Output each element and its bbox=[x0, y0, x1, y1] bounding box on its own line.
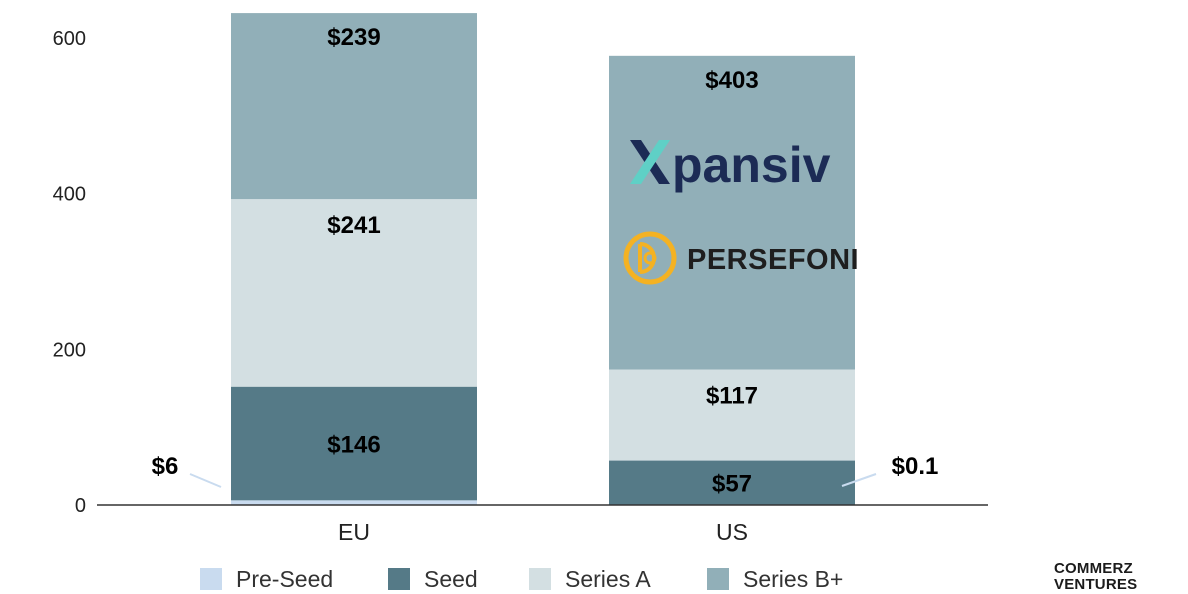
data-label-us-series-a: $117 bbox=[706, 382, 758, 409]
y-tick-label-200: 200 bbox=[53, 339, 86, 361]
legend-swatch-series-a bbox=[529, 568, 551, 590]
commerz-ventures-logo: COMMERZ VENTURES bbox=[1054, 561, 1154, 593]
y-tick-label-400: 400 bbox=[53, 184, 86, 206]
brand-line-2: VENTURES bbox=[1054, 576, 1138, 593]
legend-label-pre-seed: Pre-Seed bbox=[236, 566, 333, 592]
persefoni-logo-text: PERSEFONI bbox=[687, 244, 859, 276]
x-mark-icon bbox=[630, 140, 670, 184]
leader-line-us-pre-seed bbox=[841, 473, 877, 487]
legend-swatch-seed bbox=[388, 568, 410, 590]
spiral-core bbox=[643, 251, 657, 265]
bar-eu-series-b- bbox=[231, 13, 477, 200]
bars-group bbox=[231, 13, 855, 505]
y-axis: 0 200 400 600 bbox=[53, 28, 86, 517]
data-label-us-series-b-: $403 bbox=[705, 67, 758, 94]
legend: Pre-Seed Seed Series A Series B+ bbox=[200, 566, 843, 592]
persefoni-spiral-icon bbox=[623, 231, 677, 285]
xpansiv-logo-text: pansiv bbox=[672, 137, 831, 193]
legend-swatch-pre-seed bbox=[200, 568, 222, 590]
legend-label-seed: Seed bbox=[424, 566, 478, 592]
y-tick-label-0: 0 bbox=[75, 495, 86, 517]
x-axis-category-labels: EU US bbox=[338, 519, 748, 545]
leader-line-eu-pre-seed bbox=[189, 473, 222, 488]
bar-eu-pre-seed bbox=[231, 500, 477, 505]
x-mark-stroke-b bbox=[630, 140, 670, 184]
bar-us-seed bbox=[609, 460, 855, 505]
x-category-label-us: US bbox=[716, 519, 748, 545]
legend-swatch-series-b- bbox=[707, 568, 729, 590]
bar-eu-seed bbox=[231, 386, 477, 501]
data-label-us-seed: $57 bbox=[712, 471, 752, 498]
data-label-eu-series-a: $241 bbox=[327, 212, 380, 239]
persefoni-logo: PERSEFONI bbox=[623, 231, 859, 285]
legend-label-series-a: Series A bbox=[565, 566, 651, 592]
data-label-eu-pre-seed: $6 bbox=[152, 453, 179, 480]
xpansiv-logo: pansiv bbox=[630, 137, 831, 193]
leader-lines bbox=[189, 473, 877, 488]
y-tick-label-600: 600 bbox=[53, 28, 86, 50]
data-label-eu-series-b-: $239 bbox=[327, 24, 380, 51]
spiral-ring-outer bbox=[623, 231, 677, 285]
bar-eu-series-a bbox=[231, 199, 477, 387]
legend-label-series-b-: Series B+ bbox=[743, 566, 843, 592]
x-category-label-eu: EU bbox=[338, 519, 370, 545]
bar-us-series-a bbox=[609, 369, 855, 461]
data-label-eu-seed: $146 bbox=[327, 432, 380, 459]
brand-line-1: COMMERZ bbox=[1054, 560, 1133, 577]
bar-us-series-b- bbox=[609, 55, 855, 370]
data-label-us-pre-seed: $0.1 bbox=[892, 453, 939, 480]
data-labels: $6 $146 $241 $239 $0.1 $57 $117 $403 bbox=[152, 24, 939, 497]
